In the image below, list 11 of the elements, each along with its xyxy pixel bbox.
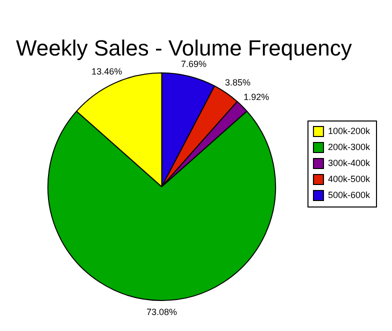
legend-label: 200k-300k <box>328 142 370 152</box>
legend-label: 500k-600k <box>328 190 370 200</box>
legend-label: 400k-500k <box>328 174 370 184</box>
data-label: 73.08% <box>146 306 177 317</box>
data-label: 1.92% <box>244 92 270 102</box>
data-label: 13.46% <box>92 66 122 76</box>
data-label: 3.85% <box>224 78 251 88</box>
chart-title: Weekly Sales - Volume Frequency <box>16 35 352 60</box>
data-label: 7.69% <box>180 59 207 70</box>
legend-label: 100k-200k <box>328 126 370 136</box>
legend-label: 300k-400k <box>328 158 370 168</box>
